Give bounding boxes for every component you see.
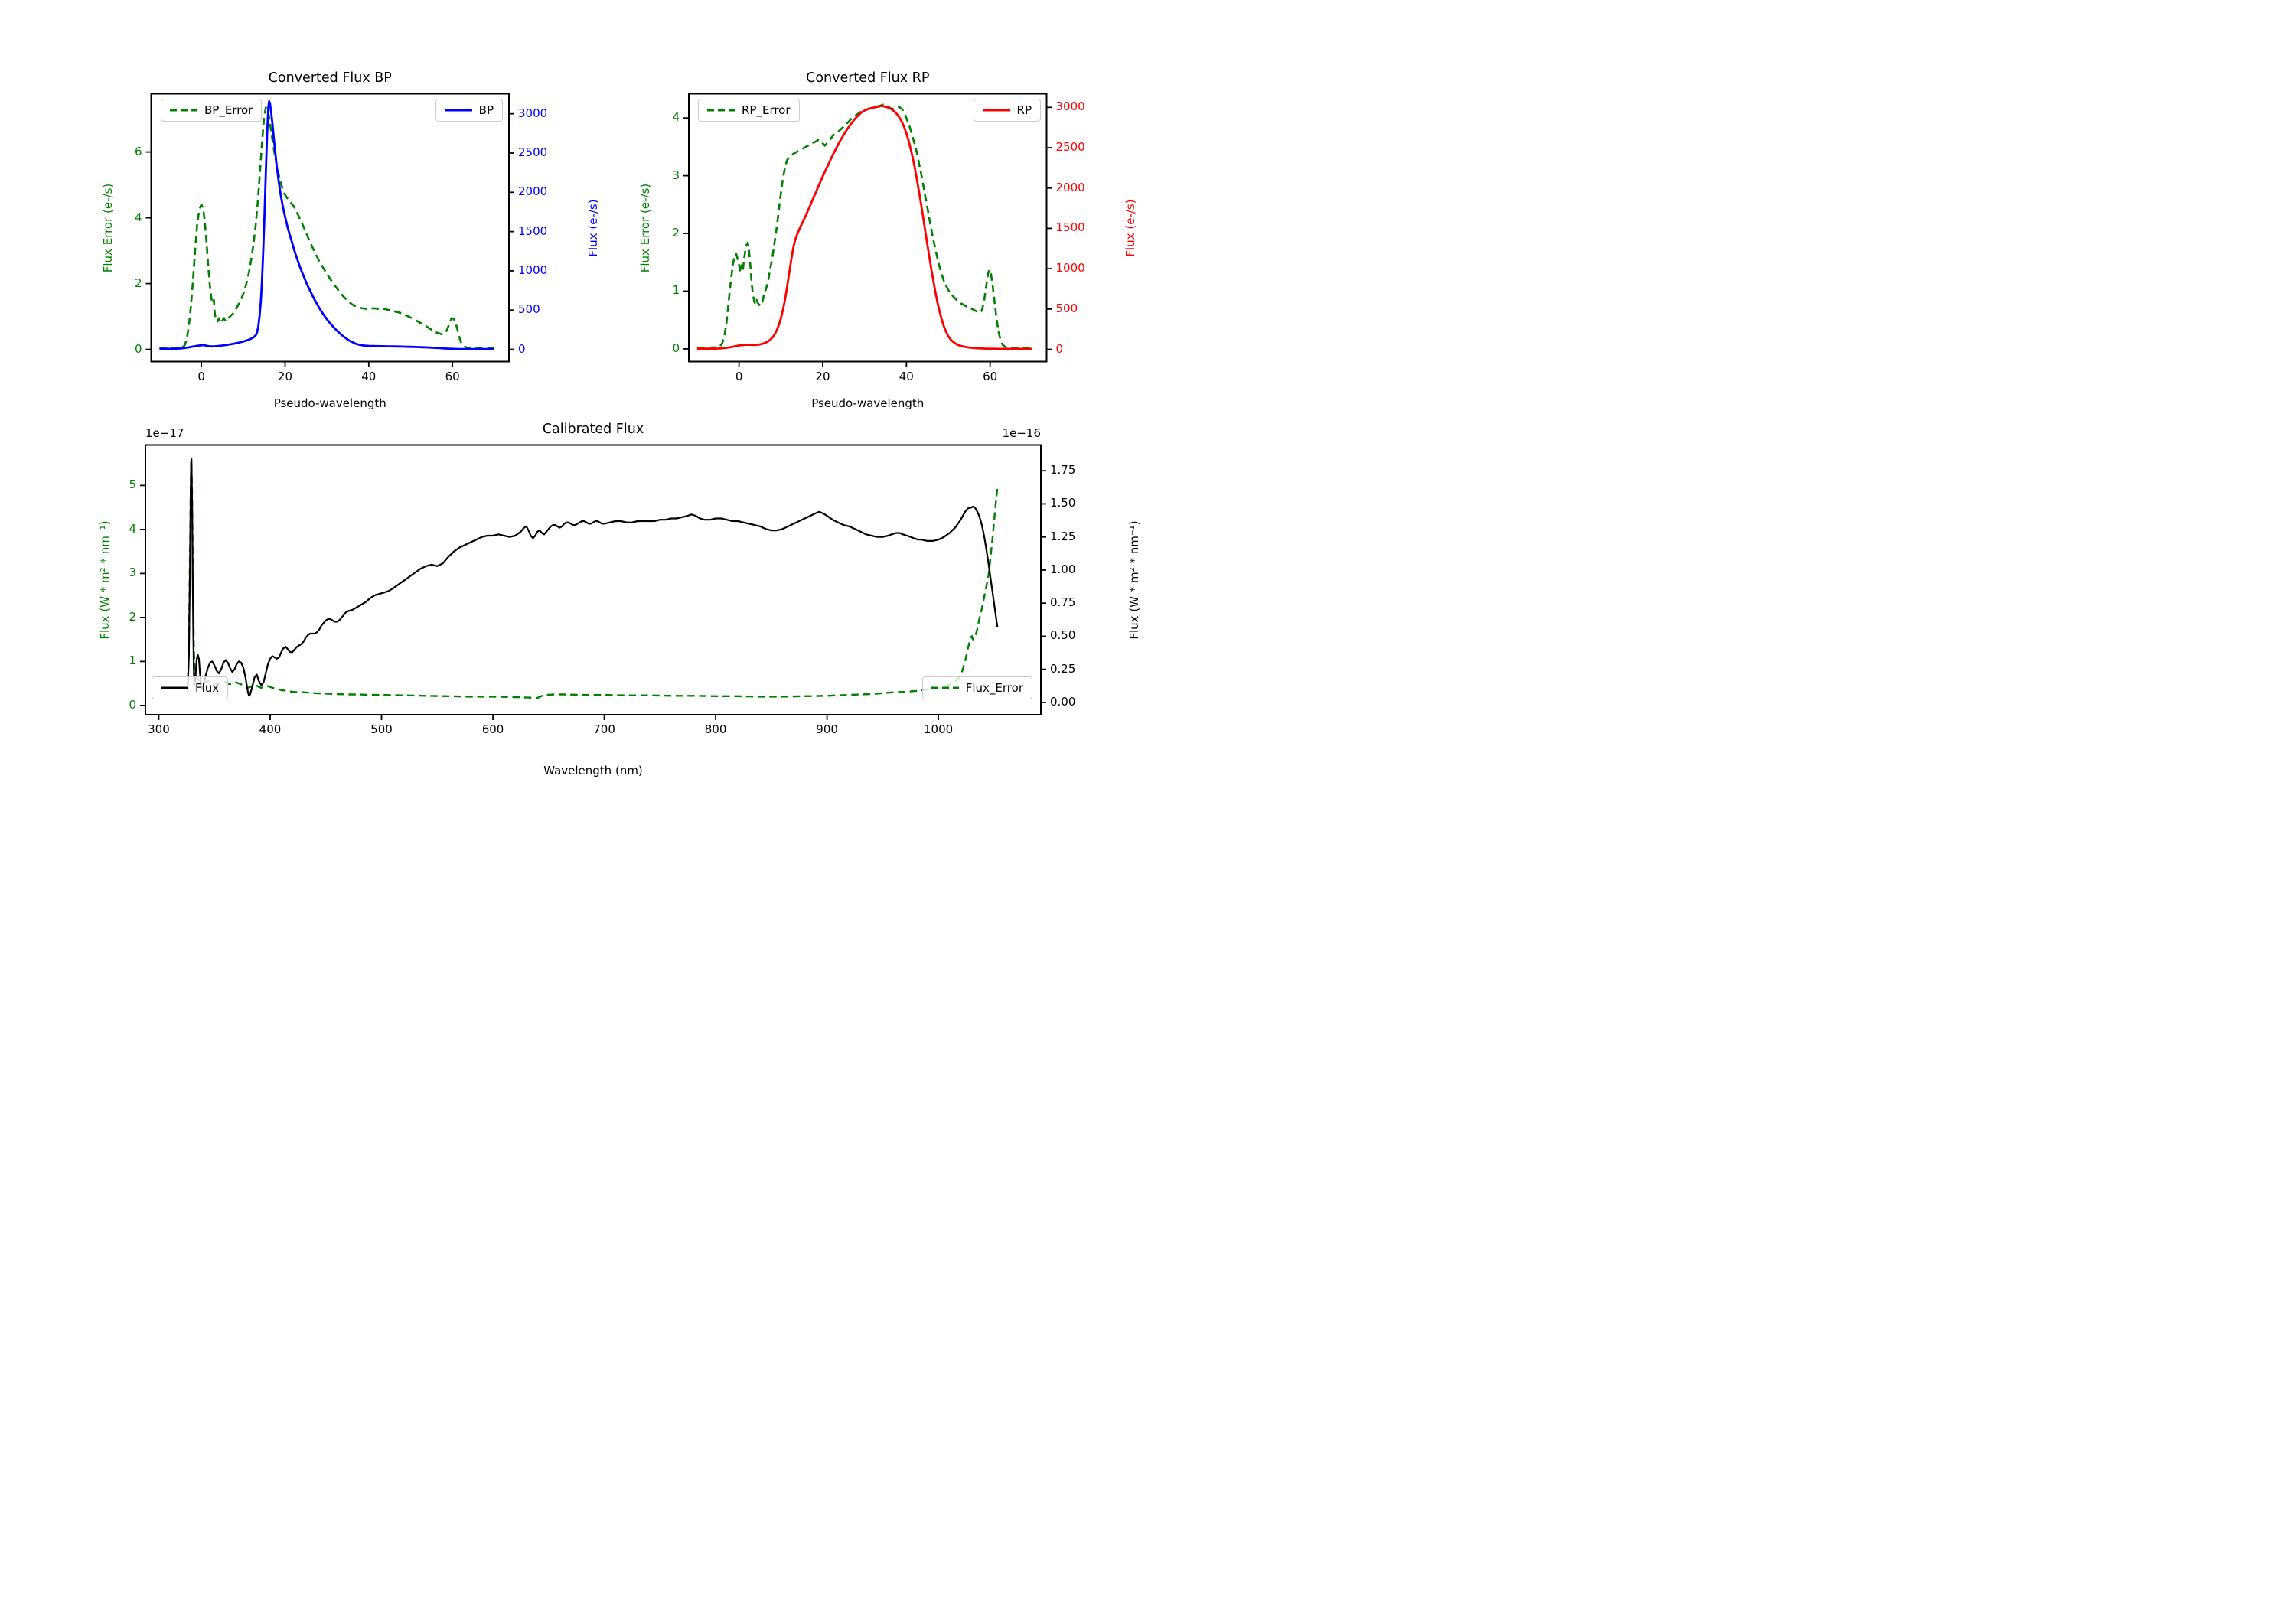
right-tick-label: 0 <box>518 341 526 356</box>
left-tick-label: 0 <box>672 341 680 355</box>
axes-frame <box>688 93 1048 363</box>
right-tick-label: 1000 <box>518 262 548 277</box>
axes-2 <box>140 444 1046 720</box>
legend-bp-error: BP_Error <box>161 99 263 122</box>
ylabel-calibrated-left: Flux (W * m² * nm⁻¹) <box>98 520 112 640</box>
left-tick-label: 2 <box>129 609 136 624</box>
right-tick-label: 2500 <box>518 145 548 159</box>
right-tick-label: 1.00 <box>1050 562 1076 576</box>
axes-0 <box>145 93 514 367</box>
x-tick-label: 60 <box>983 369 998 383</box>
x-tick-label: 20 <box>815 369 830 383</box>
right-tick-label: 1500 <box>518 223 548 238</box>
axes-frame <box>150 93 510 363</box>
x-tick-label: 800 <box>704 722 727 736</box>
right-tick-label: 2500 <box>1055 140 1085 155</box>
left-tick-label: 6 <box>134 144 142 158</box>
left-tick-label: 1 <box>129 654 136 668</box>
x-tick-label: 900 <box>816 722 838 736</box>
solid-line-icon <box>161 686 188 689</box>
x-tick-label: 40 <box>899 369 914 383</box>
x-tick-label: 60 <box>445 369 460 383</box>
series-flux <box>187 458 999 697</box>
axes-frame <box>145 444 1042 715</box>
offset-text-1e-16: 1e−16 <box>1002 425 1041 440</box>
right-tick-label: 0.50 <box>1050 628 1076 643</box>
series-bp <box>159 99 494 350</box>
x-tick-label: 700 <box>593 722 615 736</box>
series-bp_error <box>159 106 494 350</box>
right-tick-label: 500 <box>518 302 540 317</box>
left-tick-label: 0 <box>129 697 136 712</box>
x-tick-label: 500 <box>370 722 393 736</box>
legend-label: Flux_Error <box>965 681 1023 695</box>
legend-rp-error: RP_Error <box>698 99 800 122</box>
x-tick-label: 300 <box>148 722 170 736</box>
series-rp <box>696 104 1032 350</box>
right-tick-label: 500 <box>1055 301 1078 315</box>
dashed-line-icon <box>931 686 959 689</box>
solid-line-icon <box>444 109 472 112</box>
right-tick-label: 1000 <box>1055 261 1085 275</box>
right-tick-label: 0.00 <box>1050 694 1076 709</box>
right-tick-label: 2000 <box>518 184 548 199</box>
x-tick-label: 40 <box>361 369 377 383</box>
dashed-line-icon <box>170 109 197 112</box>
right-tick-label: 0 <box>1055 341 1064 356</box>
chart-title-bp: Converted Flux BP <box>268 70 392 86</box>
left-tick-label: 4 <box>134 210 142 224</box>
dashed-line-icon <box>707 109 735 112</box>
left-tick-label: 3 <box>672 168 680 182</box>
xlabel-bp: Pseudo-wavelength <box>273 396 386 410</box>
axes-1 <box>683 93 1052 367</box>
ylabel-rp-error: Flux Error (e-/s) <box>638 183 652 272</box>
left-tick-label: 4 <box>672 110 680 125</box>
xlabel-calibrated: Wavelength (nm) <box>543 764 643 777</box>
right-tick-label: 3000 <box>1055 99 1085 114</box>
right-tick-label: 1500 <box>1055 220 1085 235</box>
x-tick-label: 400 <box>259 722 282 736</box>
legend-flux: Flux <box>152 676 229 699</box>
left-tick-label: 0 <box>134 341 142 356</box>
left-tick-label: 5 <box>129 478 136 492</box>
ylabel-bp-error: Flux Error (e-/s) <box>100 183 115 272</box>
legend-label: BP_Error <box>204 103 253 117</box>
xlabel-rp: Pseudo-wavelength <box>811 396 925 410</box>
legend-label: BP <box>478 103 494 117</box>
right-tick-label: 2000 <box>1055 180 1085 194</box>
legend-label: RP <box>1016 103 1032 117</box>
solid-line-icon <box>982 109 1010 112</box>
ylabel-calibrated-right: Flux (W * m² * nm⁻¹) <box>1127 520 1141 640</box>
legend-rp: RP <box>973 99 1041 122</box>
series-flux_error <box>187 460 999 699</box>
right-tick-label: 3000 <box>518 106 548 120</box>
x-tick-label: 0 <box>197 369 205 383</box>
legend-label: Flux <box>195 681 220 695</box>
x-tick-label: 600 <box>481 722 504 736</box>
right-tick-label: 0.25 <box>1050 661 1076 676</box>
ylabel-bp-flux: Flux (e-/s) <box>586 198 600 257</box>
left-tick-label: 2 <box>672 226 680 240</box>
x-tick-label: 20 <box>277 369 293 383</box>
legend-bp: BP <box>435 99 503 122</box>
chart-title-calibrated: Calibrated Flux <box>542 422 644 437</box>
left-tick-label: 4 <box>129 521 136 536</box>
x-tick-label: 0 <box>735 369 743 383</box>
left-tick-label: 2 <box>134 275 142 290</box>
left-tick-label: 1 <box>672 283 680 298</box>
legend-flux-error: Flux_Error <box>921 676 1032 699</box>
chart-title-rp: Converted Flux RP <box>806 70 930 86</box>
right-tick-label: 1.75 <box>1050 463 1076 478</box>
figure: Converted Flux BP Converted Flux RP Cali… <box>0 0 1148 804</box>
right-tick-label: 0.75 <box>1050 595 1076 610</box>
right-tick-label: 1.25 <box>1050 529 1076 543</box>
right-tick-label: 1.50 <box>1050 496 1076 510</box>
series-rp_error <box>696 103 1032 349</box>
left-tick-label: 3 <box>129 566 136 580</box>
ylabel-rp-flux: Flux (e-/s) <box>1124 198 1137 257</box>
offset-text-1e-17: 1e−17 <box>145 425 184 440</box>
x-tick-label: 1000 <box>924 722 954 736</box>
legend-label: RP_Error <box>742 103 791 117</box>
